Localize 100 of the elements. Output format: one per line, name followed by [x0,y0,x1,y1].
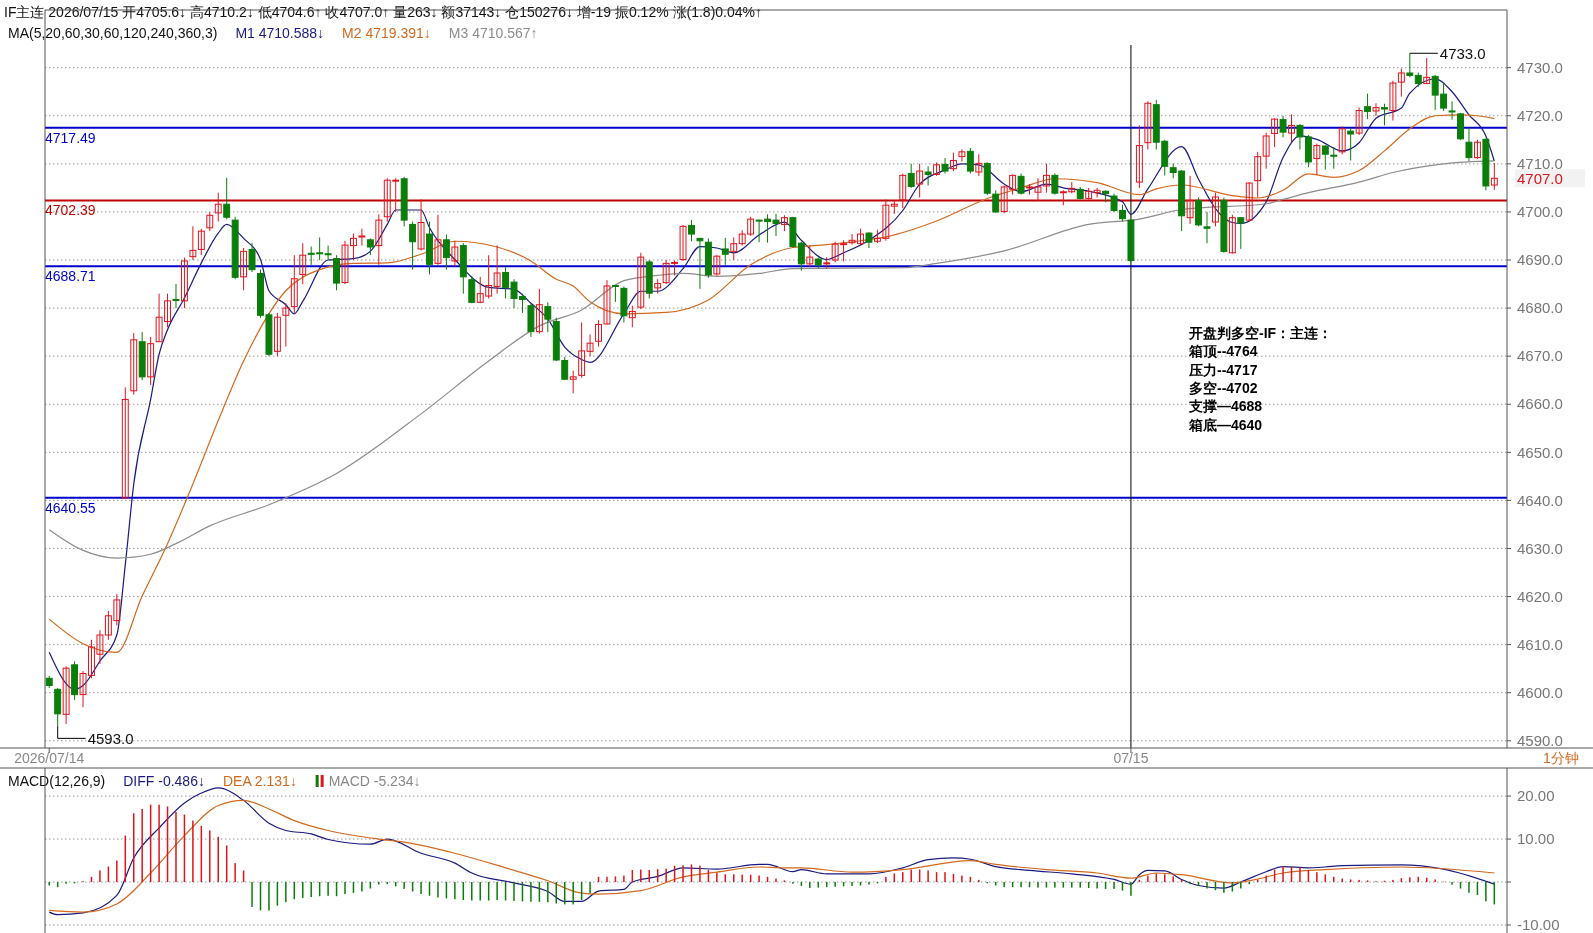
y-tick-label: 4600.0 [1517,683,1563,701]
y-tick-label: 4660.0 [1517,395,1563,413]
y-tick-label: 4630.0 [1517,539,1563,557]
candlestick [290,254,298,314]
candlestick [1237,217,1245,250]
candlestick [1448,100,1456,121]
candlestick [806,245,814,268]
candlestick [1338,125,1346,155]
candlestick [569,370,577,394]
candlestick [933,161,941,177]
candlestick [730,236,738,261]
candlestick [679,224,687,262]
candlestick [924,165,932,186]
candlestick [240,247,248,291]
candlestick [950,152,957,172]
ref-line-label: 4688.71 [45,268,96,285]
annotation: 箱底—4640 [1188,416,1263,433]
y-tick-label: 4590.0 [1517,732,1563,750]
text: M3 4710.567↑ [448,25,538,41]
annotation: 多空--4702 [1189,379,1258,396]
candlestick [451,240,459,267]
candlestick [299,242,307,285]
text: 1分钟 [1543,750,1579,766]
candlestick [223,177,231,220]
y-tick-label: 4610.0 [1517,635,1563,653]
candlestick [468,275,476,304]
candlestick [1245,181,1253,223]
candlestick [493,245,501,295]
candlestick [172,283,180,309]
series-label: DIFF -0.486↓ [123,773,205,789]
annotation: 压力--4717 [1188,361,1258,378]
ref-line-label: 4640.55 [45,499,96,516]
annotation: 箱顶--4764 [1188,343,1258,360]
candlestick [1465,127,1473,162]
candlestick [1254,151,1262,198]
candlestick [1490,162,1498,191]
candlestick [628,305,636,328]
candlestick [907,163,915,189]
candlestick [1228,214,1236,255]
candlestick [713,254,721,277]
text: MA(5,20,60,30,60,120,240,360,3) [8,25,218,41]
candlestick [214,192,222,223]
candlestick [147,336,155,386]
x-tick-label: 2026/07/14 [14,750,85,766]
annotation: 支撑—4688 [1188,398,1263,415]
candlestick [1186,175,1194,225]
candlestick [966,147,974,174]
candlestick [544,301,552,333]
y-tick-label: 4690.0 [1517,251,1563,269]
y-tick-label: -10.00 [1517,916,1560,933]
candlestick [409,221,417,271]
candlestick [1144,100,1152,150]
candlestick [1017,172,1025,196]
candlestick [62,665,70,725]
candlestick [1355,107,1363,136]
candlestick [1203,211,1211,244]
candlestick [1211,192,1219,227]
legend-label: MACD -5.234↓ [328,773,421,789]
y-tick-label: 4730.0 [1517,58,1563,76]
y-tick-label: 4680.0 [1517,299,1563,317]
annotation: 4733.0 [1439,44,1486,62]
candlestick [130,332,138,396]
candlestick [899,172,907,209]
y-tick-label: 20.00 [1517,787,1555,805]
candlestick [1321,144,1329,171]
candlestick [1330,146,1338,170]
ref-line-label: 4717.49 [45,129,96,146]
candlestick [1406,52,1414,78]
candlestick [1473,139,1481,160]
annotation: 开盘判多空-IF：主连： [1188,325,1333,341]
candlestick [434,214,442,266]
candlestick [180,257,188,309]
candlestick [189,225,197,261]
candlestick [637,252,645,310]
ref-line-label: 4702.39 [45,202,96,219]
candlestick [721,237,729,266]
candlestick [958,148,966,162]
candlestick [1093,187,1101,198]
candlestick [1364,93,1372,120]
annotation: 4593.0 [87,729,134,747]
candlestick [1381,103,1388,126]
candlestick [358,228,366,247]
y-tick-label: 4620.0 [1517,587,1563,605]
text: MACD(12,26,9) [8,773,106,789]
y-tick-label: 10.00 [1517,830,1555,848]
candlestick [1271,117,1279,148]
candlestick [1313,143,1321,176]
candlestick [975,153,983,177]
candlestick [417,198,425,251]
candlestick [206,211,214,232]
text: M1 4710.588↓ [235,25,325,41]
candlestick [688,219,695,242]
candlestick [1347,127,1355,161]
candlestick [1279,115,1287,138]
chart-title: IF主连 2026/07/15 开4705.6↓ 高4710.2↓ 低4704.6↑ 收4707.0↑ 量263↓ 额37143↓ 仓150276↓ 增-19 振0.12% 涨(1.8)0.04%↑ [4,4,762,20]
series-label: DEA 2.131↓ [222,773,297,789]
candlestick [535,288,543,335]
candlestick [1135,124,1143,189]
candlestick [1372,102,1380,117]
candlestick [916,163,924,198]
